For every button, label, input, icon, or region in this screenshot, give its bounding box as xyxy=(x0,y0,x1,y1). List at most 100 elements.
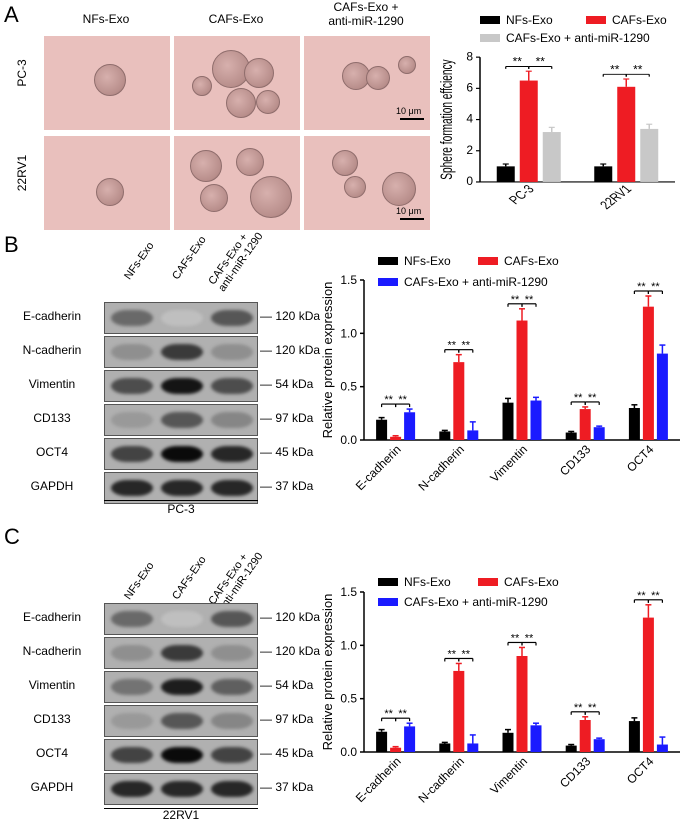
y-tick-label: 4 xyxy=(466,112,473,126)
panel-a-row-pc3: PC-3 xyxy=(15,59,29,87)
panel-b-underline xyxy=(104,500,258,501)
blot-band xyxy=(161,780,203,798)
bar xyxy=(439,743,451,752)
x-tick-label: Vimentin xyxy=(487,754,530,797)
legend-label: NFs-Exo xyxy=(404,254,451,268)
panel-b-blot-row xyxy=(104,472,258,504)
x-tick-label: 22RV1 xyxy=(597,182,635,212)
blot-band xyxy=(111,309,153,327)
panel-b-col-cafs: CAFs-Exo xyxy=(170,234,209,282)
panel-c-protein-label: N-cadherin xyxy=(22,644,82,658)
significance-label: ** xyxy=(651,590,660,602)
bar xyxy=(594,166,613,182)
y-tick-label: 1.5 xyxy=(340,585,357,599)
blot-band xyxy=(111,445,153,463)
panel-b-protein-label: Vimentin xyxy=(28,377,76,391)
legend-label: CAFs-Exo + anti-miR-1290 xyxy=(404,275,548,289)
y-tick-label: 1.0 xyxy=(340,326,357,340)
blot-band xyxy=(161,479,203,497)
bar xyxy=(593,427,605,440)
x-tick-label: N-cadherin xyxy=(416,442,467,493)
micrograph-22rv1-cafs xyxy=(174,136,300,230)
panel-b-col-anti: CAFs-Exo + anti-miR-1290 xyxy=(206,230,266,294)
significance-label: ** xyxy=(462,340,471,352)
significance-label: ** xyxy=(384,708,393,720)
panel-a-col-nfs: NFs-Exo xyxy=(82,12,130,26)
blot-band xyxy=(161,746,203,764)
y-axis-label: Relative protein expression xyxy=(320,594,335,751)
blot-band xyxy=(211,746,253,764)
bar xyxy=(404,412,416,440)
panel-label-b: B xyxy=(4,232,19,257)
panel-b-cell-line: PC-3 xyxy=(167,502,195,516)
bar xyxy=(453,670,465,752)
panel-b-kda-label: — 120 kDa xyxy=(260,343,321,357)
significance-label: ** xyxy=(448,340,457,352)
bar xyxy=(390,747,402,752)
legend-label: CAFs-Exo + anti-miR-1290 xyxy=(506,31,650,45)
significance-label: ** xyxy=(448,648,457,660)
legend-swatch xyxy=(478,578,498,586)
y-axis-label: Sphere formation effciency xyxy=(440,59,456,179)
panel-c-underline xyxy=(104,808,258,809)
panel-label-c: C xyxy=(4,524,20,549)
panel-a-col-anti: CAFs-Exo + anti-miR-1290 xyxy=(328,0,404,28)
bar xyxy=(628,721,640,752)
panel-b-kda-label: — 45 kDa xyxy=(260,445,314,459)
blot-band xyxy=(211,411,253,429)
significance-label: ** xyxy=(637,281,646,293)
legend-swatch xyxy=(480,16,500,24)
blot-band xyxy=(211,712,253,730)
legend-swatch xyxy=(586,16,606,24)
significance-label: ** xyxy=(574,702,583,714)
y-tick-label: 0 xyxy=(466,174,473,188)
legend-label: CAFs-Exo xyxy=(504,575,559,589)
panel-b-kda-label: — 97 kDa xyxy=(260,411,314,425)
blot-band xyxy=(211,479,253,497)
panel-b-blot-row xyxy=(104,336,258,368)
bar xyxy=(542,132,561,182)
y-tick-label: 2 xyxy=(466,143,473,157)
blot-band xyxy=(111,712,153,730)
panel-c-blot-row xyxy=(104,739,258,771)
panel-b-protein-label: N-cadherin xyxy=(22,343,82,357)
micrograph-pc3-anti: 10 μm xyxy=(304,36,430,130)
significance-label: ** xyxy=(511,632,520,644)
blot-band xyxy=(161,678,203,696)
blot-band xyxy=(211,780,253,798)
significance-label: ** xyxy=(511,294,520,306)
blot-band xyxy=(161,411,203,429)
micrograph-22rv1-anti: 10 μm xyxy=(304,136,430,230)
x-tick-label: CD133 xyxy=(557,442,594,479)
significance-label: ** xyxy=(588,392,597,404)
bar xyxy=(593,739,605,752)
panel-b-protein-label: OCT4 xyxy=(35,445,68,459)
blot-band xyxy=(161,377,203,395)
panel-c-col-cafs: CAFs-Exo xyxy=(170,554,209,602)
blot-band xyxy=(111,678,153,696)
micrograph-pc3-nfs xyxy=(44,36,170,130)
blot-band xyxy=(211,377,253,395)
scale-label-22rv1: 10 μm xyxy=(396,206,422,216)
bar xyxy=(390,436,402,440)
y-tick-label: 8 xyxy=(466,49,473,63)
panel-b-protein-label: E-cadherin xyxy=(22,309,82,323)
bar xyxy=(579,409,591,440)
panel-b-kda-label: — 54 kDa xyxy=(260,377,314,391)
bar xyxy=(502,732,514,752)
bar xyxy=(530,725,542,752)
blot-band xyxy=(111,746,153,764)
x-tick-label: PC-3 xyxy=(506,182,538,207)
legend-swatch xyxy=(378,257,398,265)
legend-label: CAFs-Exo xyxy=(504,254,559,268)
legend-label: NFs-Exo xyxy=(506,13,553,27)
bar xyxy=(376,731,388,752)
significance-label: ** xyxy=(588,702,597,714)
x-tick-label: E-cadherin xyxy=(353,754,404,805)
blot-band xyxy=(111,644,153,662)
chart-a-plot-group: 0 2 4 6 8 Sphere formation effciency ** ** PC-3 *… xyxy=(440,49,675,212)
panel-c-kda-label: — 45 kDa xyxy=(260,746,314,760)
panel-c-protein-label: Vimentin xyxy=(28,678,76,692)
panel-a-col-cafs: CAFs-Exo xyxy=(208,12,264,26)
significance-label: ** xyxy=(398,708,407,720)
